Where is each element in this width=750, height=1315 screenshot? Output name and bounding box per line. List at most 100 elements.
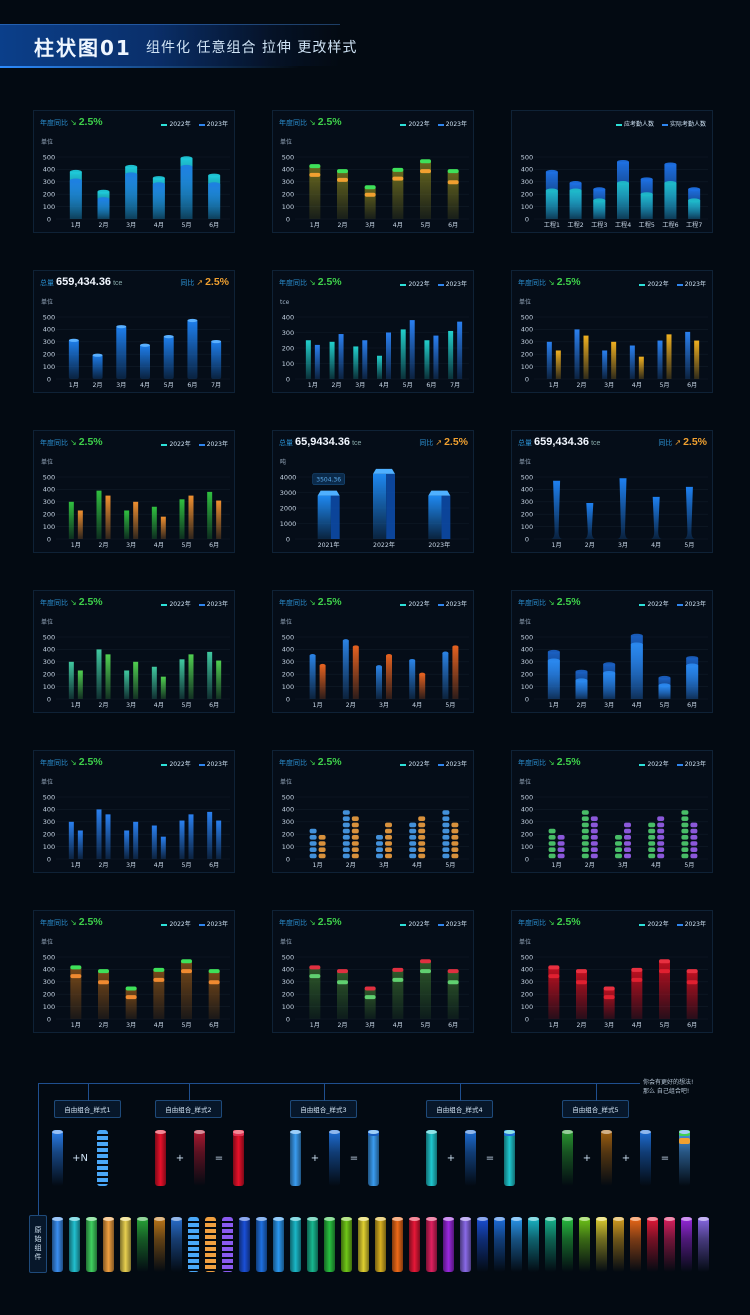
legend-item[interactable]: 2023年 [676, 279, 706, 288]
bar[interactable] [386, 655, 392, 699]
bar-segment[interactable] [581, 810, 589, 815]
bar-segment[interactable] [342, 853, 350, 859]
bar[interactable] [69, 180, 82, 219]
legend-item[interactable]: 2022年 [400, 759, 430, 768]
bar[interactable] [420, 160, 431, 219]
bar[interactable] [105, 814, 111, 859]
bar[interactable] [338, 334, 344, 379]
bar-segment[interactable] [657, 816, 665, 821]
solid-bar-component[interactable] [426, 1130, 437, 1186]
bar[interactable] [364, 186, 376, 219]
bar-segment[interactable] [409, 835, 417, 840]
bar-segment[interactable] [318, 841, 326, 846]
bar-segment[interactable] [681, 835, 689, 840]
bar-segment[interactable] [309, 835, 317, 840]
bar[interactable] [569, 190, 582, 219]
bar-segment[interactable] [409, 828, 417, 834]
cube-front[interactable] [373, 473, 387, 539]
legend-item[interactable]: 2022年 [400, 599, 430, 608]
bar-segment[interactable] [451, 822, 459, 828]
legend-item[interactable]: 2023年 [198, 599, 228, 608]
bar-segment[interactable] [648, 822, 656, 828]
bar[interactable] [664, 183, 677, 219]
bar[interactable] [657, 340, 663, 379]
bar-segment[interactable] [681, 816, 689, 821]
bar-segment[interactable] [624, 822, 631, 828]
bar[interactable] [376, 666, 382, 699]
bar-segment[interactable] [615, 835, 622, 840]
bar-segment[interactable] [342, 816, 350, 821]
fade-bar-component[interactable] [154, 1217, 165, 1272]
bar-segment[interactable] [590, 822, 598, 828]
solid-bar-component[interactable] [69, 1217, 80, 1272]
fade-bar-component[interactable] [465, 1130, 476, 1186]
bar[interactable] [151, 666, 157, 699]
legend-item[interactable]: 2022年 [639, 279, 669, 288]
legend-item[interactable]: 2023年 [437, 919, 467, 928]
fade-bar-component[interactable] [647, 1217, 658, 1272]
legend-item[interactable]: 2023年 [198, 439, 228, 448]
legend-item[interactable]: 2022年 [639, 599, 669, 608]
bar[interactable] [337, 170, 348, 219]
bar[interactable] [666, 334, 672, 379]
bar-segment[interactable] [581, 835, 589, 840]
bar[interactable] [96, 809, 102, 859]
bar[interactable] [211, 340, 222, 379]
fade-bar-component[interactable] [194, 1130, 205, 1186]
bar[interactable] [216, 500, 222, 539]
bar-segment[interactable] [590, 828, 598, 834]
legend-item[interactable]: 2023年 [437, 759, 467, 768]
bar[interactable] [337, 970, 348, 1019]
bar-segment[interactable] [681, 841, 689, 846]
bar[interactable] [409, 660, 416, 699]
bar[interactable] [447, 170, 459, 219]
fade-bar-component[interactable] [596, 1217, 607, 1272]
bar[interactable] [546, 341, 552, 379]
bar-segment[interactable] [418, 835, 426, 840]
bar[interactable] [630, 644, 643, 699]
bar-segment[interactable] [342, 847, 350, 852]
bar-segment[interactable] [657, 841, 665, 846]
legend-item[interactable]: 2023年 [198, 119, 228, 128]
legend-item[interactable]: 2022年 [161, 439, 191, 448]
bar[interactable] [617, 183, 629, 219]
bar[interactable] [319, 665, 326, 699]
solid-bar-component[interactable] [52, 1217, 63, 1272]
bar[interactable] [309, 165, 321, 219]
bar[interactable] [77, 510, 83, 539]
bar-segment[interactable] [657, 828, 665, 834]
solid-bar-component[interactable] [409, 1217, 420, 1272]
bar[interactable] [640, 194, 653, 219]
bar-segment[interactable] [451, 853, 459, 859]
bar[interactable] [68, 339, 79, 379]
stack-bar-component[interactable] [679, 1130, 690, 1186]
cone-bar[interactable] [583, 503, 596, 539]
bar-segment[interactable] [615, 847, 622, 852]
bar[interactable] [364, 988, 376, 1019]
bar-segment[interactable] [385, 853, 392, 859]
fade-bar-component[interactable] [137, 1217, 148, 1272]
bar-segment[interactable] [318, 853, 326, 859]
bar-segment[interactable] [409, 841, 417, 846]
bar[interactable] [593, 200, 606, 219]
legend-item[interactable]: 2023年 [676, 759, 706, 768]
bar-segment[interactable] [590, 841, 598, 846]
bar-segment[interactable] [657, 835, 665, 840]
bar[interactable] [685, 331, 691, 379]
bar[interactable] [392, 169, 404, 219]
bar-segment[interactable] [342, 835, 350, 840]
fade-bar-component[interactable] [52, 1130, 63, 1186]
bar[interactable] [140, 344, 150, 379]
bar-segment[interactable] [351, 853, 359, 859]
bar-segment[interactable] [442, 822, 450, 828]
bar-segment[interactable] [557, 841, 565, 846]
bar[interactable] [342, 640, 349, 699]
fade-bar-component[interactable] [171, 1217, 182, 1272]
bar[interactable] [96, 649, 102, 699]
bar[interactable] [68, 501, 74, 539]
bar-segment[interactable] [318, 835, 326, 840]
bar-segment[interactable] [548, 847, 556, 852]
bar-segment[interactable] [351, 822, 359, 828]
bar-segment[interactable] [648, 847, 656, 852]
bar[interactable] [124, 830, 130, 859]
